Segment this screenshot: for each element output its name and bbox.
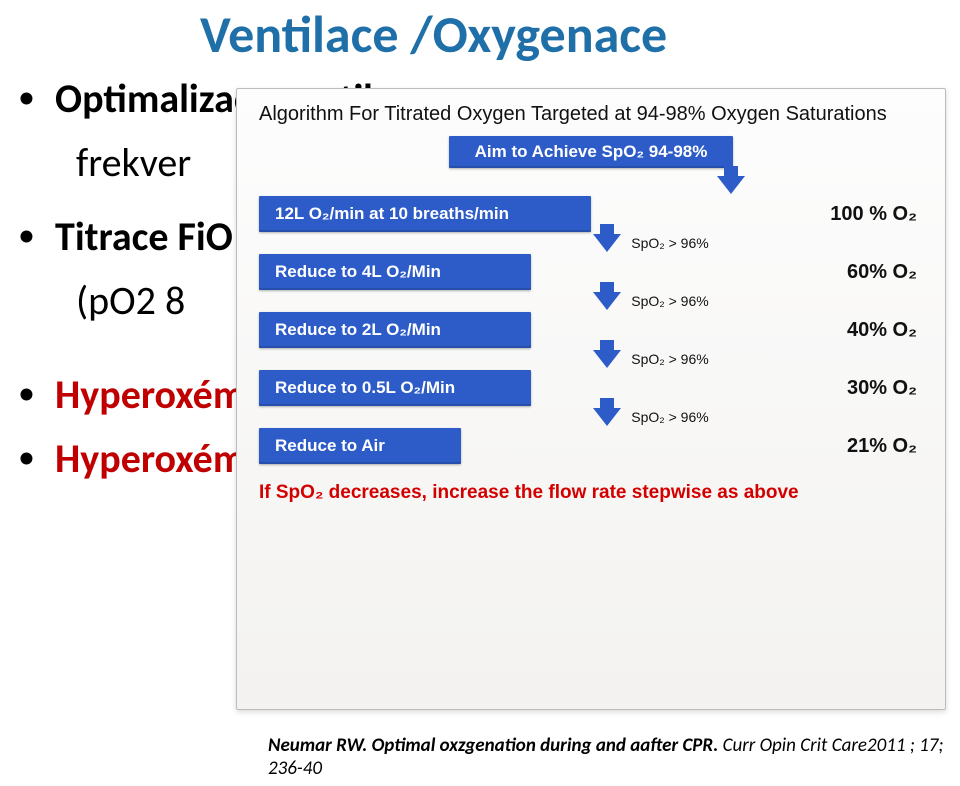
- algo-row: Reduce to 4L O₂/Min 60% O₂: [259, 254, 923, 290]
- arrow-down-icon: [717, 176, 745, 194]
- aim-bar: Aim to Achieve SpO₂ 94-98%: [449, 136, 734, 168]
- algorithm-footer: If SpO₂ decreases, increase the flow rat…: [259, 482, 923, 504]
- algo-row: Reduce to 2L O₂/Min 40% O₂: [259, 312, 923, 348]
- bullet-dot: •: [18, 72, 46, 123]
- arrow-down-icon: [593, 350, 621, 368]
- bullet-dot: •: [18, 368, 46, 419]
- algorithm-panel: Algorithm For Titrated Oxygen Targeted a…: [236, 88, 946, 710]
- algo-step-value: 60% O₂: [847, 261, 923, 284]
- algo-step-value: 30% O₂: [847, 377, 923, 400]
- bullet-2-text: Titrace FiO: [55, 210, 233, 264]
- algo-step-bar: Reduce to Air: [259, 428, 461, 464]
- algo-step-bar: Reduce to 4L O₂/Min: [259, 254, 531, 290]
- algo-step-bar: 12L O₂/min at 10 breaths/min: [259, 196, 591, 232]
- spo-label: SpO₂ > 96%: [631, 235, 708, 251]
- arrow-down-icon: [593, 292, 621, 310]
- algo-step-bar: Reduce to 2L O₂/Min: [259, 312, 531, 348]
- arrow-down-icon: [593, 234, 621, 252]
- algo-row: 12L O₂/min at 10 breaths/min 100 % O₂: [259, 196, 923, 232]
- citation-author: Neumar RW.: [268, 734, 367, 757]
- citation: Neumar RW. Optimal oxzgenation during an…: [268, 734, 960, 780]
- slide-title: Ventilace /Oxygenace: [200, 2, 667, 66]
- bullet-dot: •: [18, 210, 46, 261]
- spo-label: SpO₂ > 96%: [631, 293, 708, 309]
- bullet-dot: •: [18, 432, 46, 483]
- algo-step-bar: Reduce to 0.5L O₂/Min: [259, 370, 531, 406]
- spo-label: SpO₂ > 96%: [631, 409, 708, 425]
- citation-title: Optimal oxzgenation during and aafter CP…: [372, 734, 719, 757]
- algo-row: Reduce to Air 21% O₂: [259, 428, 923, 464]
- algo-step-value: 21% O₂: [847, 435, 923, 458]
- algo-row: Reduce to 0.5L O₂/Min 30% O₂: [259, 370, 923, 406]
- spo-label: SpO₂ > 96%: [631, 351, 708, 367]
- algo-step-value: 100 % O₂: [830, 203, 923, 226]
- arrow-down-icon: [593, 408, 621, 426]
- algorithm-title: Algorithm For Titrated Oxygen Targeted a…: [259, 103, 923, 126]
- bullet-3-text: Hyperoxém: [55, 368, 245, 422]
- algo-step-value: 40% O₂: [847, 319, 923, 342]
- bullet-4-text: Hyperoxém: [55, 432, 245, 486]
